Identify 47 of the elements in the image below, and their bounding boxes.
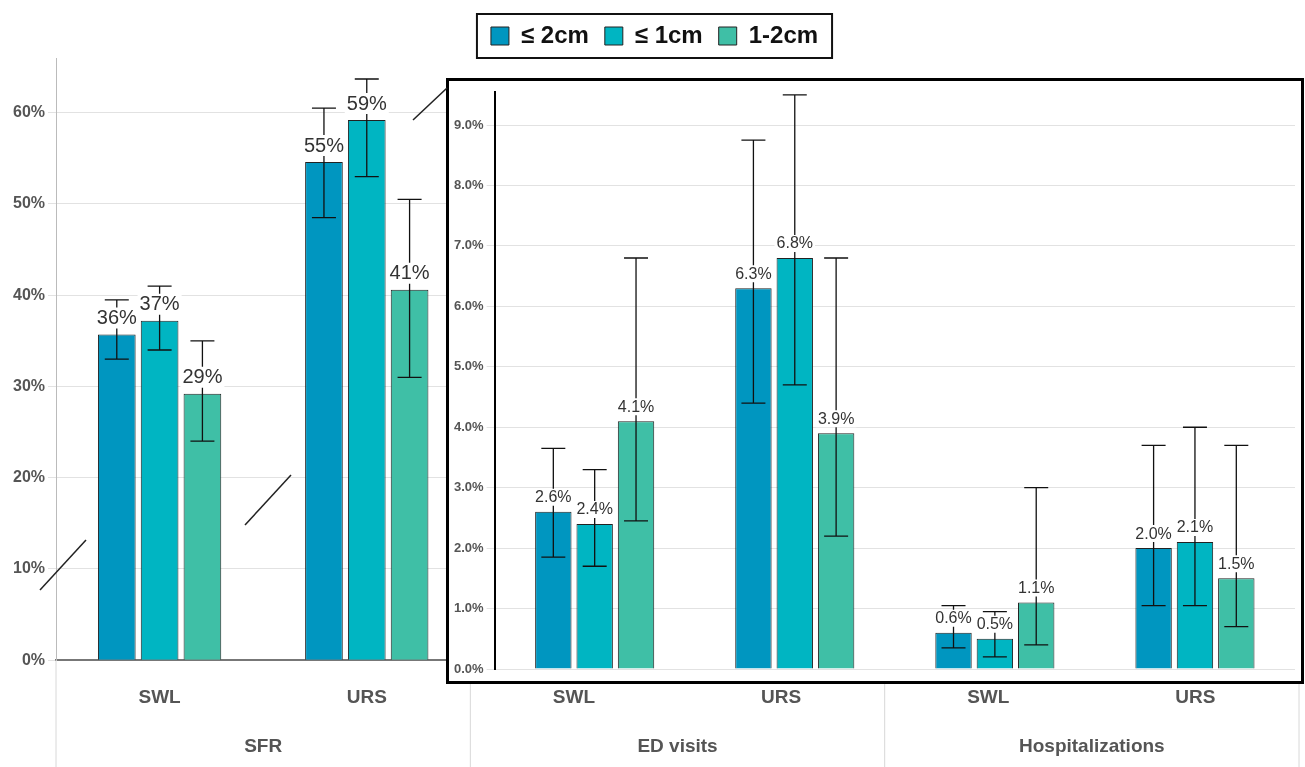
data-label: 4.1% bbox=[617, 397, 655, 415]
text: Hospitalizations bbox=[1018, 735, 1165, 757]
x-tick-label: SWL bbox=[967, 685, 1010, 707]
y-tick-label: 7.0% bbox=[453, 237, 485, 253]
data-label: 37% bbox=[139, 292, 180, 315]
y-tick-label: 40% bbox=[12, 285, 46, 303]
data-label: 29% bbox=[182, 365, 223, 388]
y-tick-label: 9.0% bbox=[453, 116, 485, 132]
data-label: 59% bbox=[346, 91, 387, 114]
data-label: 0.5% bbox=[976, 615, 1014, 633]
data-label: 2.0% bbox=[1135, 524, 1172, 542]
data-label: 6.3% bbox=[735, 264, 772, 282]
legend-label: ≤ 2cm bbox=[520, 20, 589, 48]
x-tick-label: URS bbox=[1175, 685, 1216, 707]
data-label: 1.5% bbox=[1218, 554, 1255, 572]
data-label: 41% bbox=[389, 261, 430, 284]
data-label: 3.9% bbox=[817, 409, 855, 427]
y-tick-label: 4.0% bbox=[453, 418, 485, 434]
data-label: 1.1% bbox=[1017, 578, 1055, 596]
data-label: 55% bbox=[303, 133, 345, 156]
text: SFR bbox=[244, 735, 283, 757]
y-tick-label: 5.0% bbox=[453, 358, 485, 374]
data-label: 0.6% bbox=[935, 609, 972, 627]
data-label: 2.6% bbox=[535, 488, 572, 506]
x-tick-label: URS bbox=[761, 685, 802, 707]
data-label: 36% bbox=[96, 305, 138, 328]
y-tick-label: 6.0% bbox=[453, 297, 485, 313]
y-tick-label: 1.0% bbox=[453, 600, 485, 616]
y-tick-label: 50% bbox=[12, 194, 46, 212]
x-tick-label: URS bbox=[346, 685, 387, 707]
legend-label: ≤ 1cm bbox=[634, 20, 703, 48]
x-tick-label: SWL bbox=[138, 685, 182, 707]
text: ED visits bbox=[637, 735, 718, 757]
y-tick-label: 20% bbox=[12, 468, 46, 486]
data-label: 2.1% bbox=[1176, 518, 1214, 536]
data-label: 6.8% bbox=[776, 234, 813, 252]
y-tick-label: 30% bbox=[12, 376, 46, 394]
legend-label: 1-2cm bbox=[748, 20, 819, 48]
data-label: 2.4% bbox=[576, 500, 613, 518]
y-tick-label: 8.0% bbox=[453, 177, 485, 193]
y-tick-label: 0% bbox=[21, 650, 46, 668]
y-tick-label: 60% bbox=[12, 103, 46, 121]
y-tick-label: 10% bbox=[12, 559, 46, 577]
y-tick-label: 3.0% bbox=[453, 479, 485, 495]
x-tick-label: SWL bbox=[552, 685, 596, 707]
y-tick-label: 0.0% bbox=[453, 660, 485, 676]
y-tick-label: 2.0% bbox=[453, 539, 485, 555]
